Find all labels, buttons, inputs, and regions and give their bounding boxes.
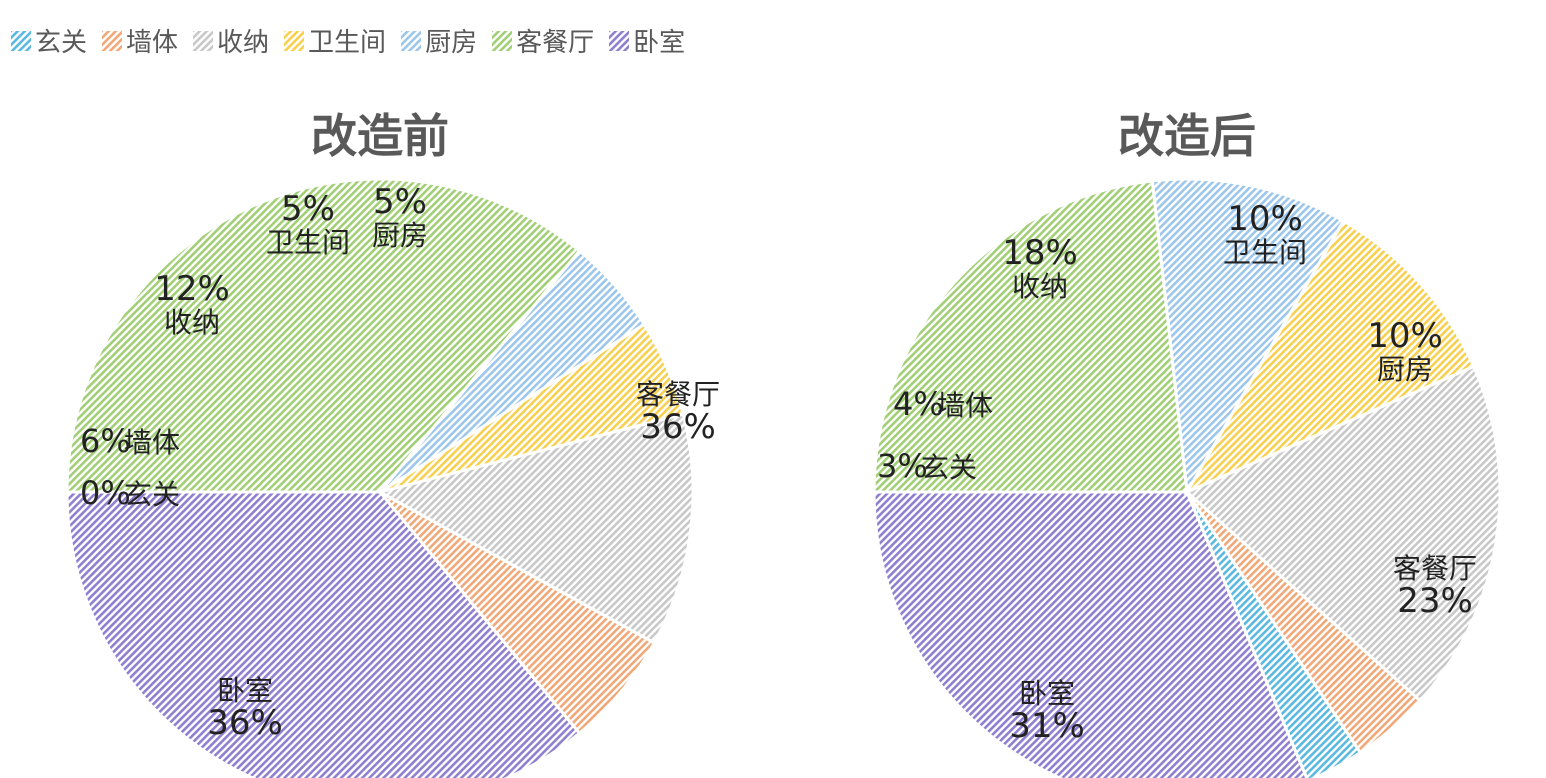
data-label: 客餐厅 [636,378,720,411]
data-label: 客餐厅 [1393,552,1477,585]
legend-item: 客餐厅 [491,22,594,59]
legend-item: 厨房 [400,22,477,59]
data-label: 10% [1227,199,1303,239]
data-label: 36% [640,407,716,447]
pie-slice [872,490,1309,778]
pie-slice [1150,177,1346,497]
legend-label: 收纳 [217,28,270,58]
data-label: 10% [1367,316,1443,356]
data-label: 18% [1002,233,1078,273]
data-label: 厨房 [1377,353,1433,386]
legend-swatch [102,30,123,51]
data-label: 36% [207,703,283,743]
chart-title: 改造后 [1118,109,1256,163]
data-label: 墙体 [937,389,993,422]
data-label: 卫生间 [266,226,350,259]
legend-label: 厨房 [425,28,478,58]
legend-item: 收纳 [192,22,269,59]
legend-label: 客餐厅 [516,28,595,58]
data-label: 5% [281,189,335,229]
data-label: 收纳 [164,306,220,339]
legend-swatch [193,30,214,51]
data-label: 0% [80,474,131,512]
data-label: 卧室 [217,674,273,707]
data-label: 5% [373,182,427,222]
data-label: 厨房 [372,219,428,252]
data-label: 3% [877,447,928,485]
legend-item: 卫生间 [283,22,386,59]
data-label: 玄关 [124,478,180,511]
pie-slice [65,177,582,494]
pie-slice [1184,364,1502,703]
chart-title: 改造前 [311,109,449,163]
chart-legend: 玄关 墙体 收纳 卫生间 厨房 客餐厅 卧室 [10,22,699,59]
data-label: 玄关 [921,451,977,484]
legend-label: 玄关 [35,28,88,58]
legend-item: 墙体 [101,22,178,59]
data-label: 4% [893,385,944,423]
legend-item: 玄关 [10,22,87,59]
data-label: 收纳 [1012,270,1068,303]
pie-slice [378,490,657,736]
data-label: 6% [80,422,131,460]
legend-label: 墙体 [126,28,179,58]
data-label: 墙体 [124,426,180,459]
data-label: 23% [1397,581,1473,621]
legend-label: 卫生间 [308,28,387,58]
data-label: 卫生间 [1223,236,1307,269]
legend-swatch [492,30,513,51]
legend-swatch [11,30,31,51]
legend-label: 卧室 [633,28,686,58]
data-label: 31% [1009,706,1085,746]
pie-slice [65,490,582,778]
pie-slice [872,179,1189,494]
legend-swatch [609,30,630,51]
data-label: 12% [154,269,230,309]
legend-item: 卧室 [608,22,685,59]
legend-swatch [401,30,422,51]
pie-slice [375,412,695,645]
pie-slice [1183,218,1476,496]
data-label: 卧室 [1019,677,1075,710]
legend-swatch [284,30,305,51]
